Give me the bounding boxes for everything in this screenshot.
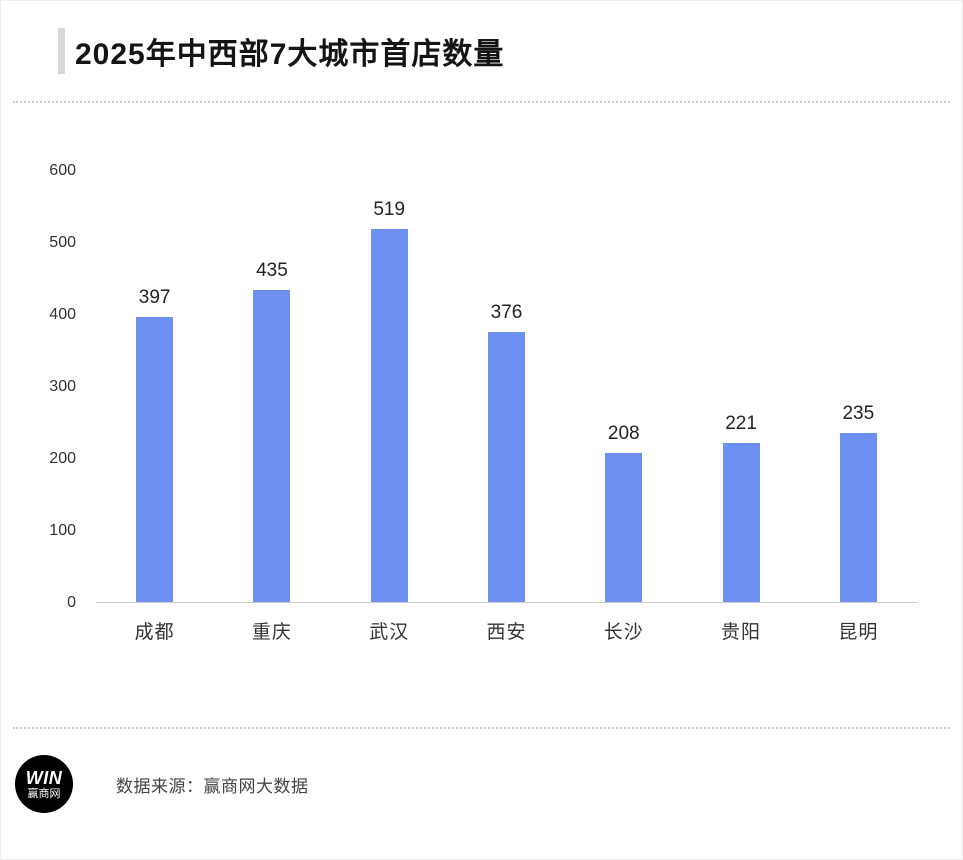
- logo-win-text: WIN: [25, 767, 63, 788]
- header: 2025年中西部7大城市首店数量: [1, 1, 962, 101]
- winshang-logo: WIN 赢商网: [15, 755, 73, 813]
- bar: 221: [722, 413, 760, 602]
- x-axis-label: 武汉: [369, 622, 410, 643]
- bar-value-label: 397: [138, 286, 171, 308]
- bar: 376: [487, 302, 525, 602]
- title-accent-bar: [58, 28, 65, 74]
- logo-cn-text: 赢商网: [27, 787, 61, 800]
- y-axis-tick-label: 100: [49, 522, 76, 540]
- bar-value-label: 435: [256, 259, 288, 281]
- bar-column: 376: [448, 171, 565, 602]
- x-axis-label: 成都: [134, 622, 175, 643]
- bar-value-label: 208: [607, 422, 640, 444]
- x-axis-label: 贵阳: [721, 622, 762, 643]
- bar-column: 435: [213, 171, 330, 602]
- y-axis-tick-label: 0: [67, 594, 76, 611]
- top-divider: [13, 101, 950, 103]
- bar-value-label: 376: [490, 301, 523, 323]
- bar-column: 519: [331, 171, 448, 602]
- x-axis-label: 长沙: [603, 622, 644, 643]
- y-axis-tick-label: 400: [49, 306, 76, 324]
- x-axis-label: 西安: [486, 622, 527, 643]
- x-axis-label: 昆明: [838, 622, 879, 643]
- footer: WIN 赢商网 数据来源：赢商网大数据: [1, 755, 962, 813]
- bar-column: 397: [96, 171, 213, 602]
- plot-area: 397 435 519 376 208 221 235: [96, 171, 917, 603]
- x-axis-label: 重庆: [251, 622, 292, 643]
- y-axis-tick-label: 300: [49, 378, 76, 395]
- bar-value-label: 221: [725, 413, 757, 435]
- bar-value-label: 519: [373, 199, 406, 221]
- bottom-divider: [13, 727, 950, 729]
- bar: 435: [253, 260, 291, 602]
- bar-value-label: 235: [842, 403, 875, 425]
- bar: 208: [605, 423, 643, 602]
- y-axis-tick-label: 600: [49, 162, 76, 179]
- y-axis-tick-label: 500: [49, 234, 76, 251]
- bar: 397: [136, 287, 174, 602]
- bar-chart: 0 100 200 300 400 500 600 397 435 519 376 208 221 23…: [49, 162, 917, 611]
- bar: 235: [839, 403, 877, 602]
- x-axis: 成都 重庆 武汉 西安 长沙 贵阳 昆明: [96, 603, 917, 645]
- page-title: 2025年中西部7大城市首店数量: [75, 38, 505, 71]
- bar-column: 221: [682, 171, 799, 602]
- bar-column: 208: [565, 171, 682, 602]
- data-source-text: 数据来源：赢商网大数据: [116, 776, 309, 796]
- bar: 519: [370, 199, 408, 602]
- y-axis-tick-label: 200: [49, 450, 76, 468]
- y-axis: 0 100 200 300 400 500 600: [16, 162, 76, 611]
- bar-column: 235: [800, 171, 917, 602]
